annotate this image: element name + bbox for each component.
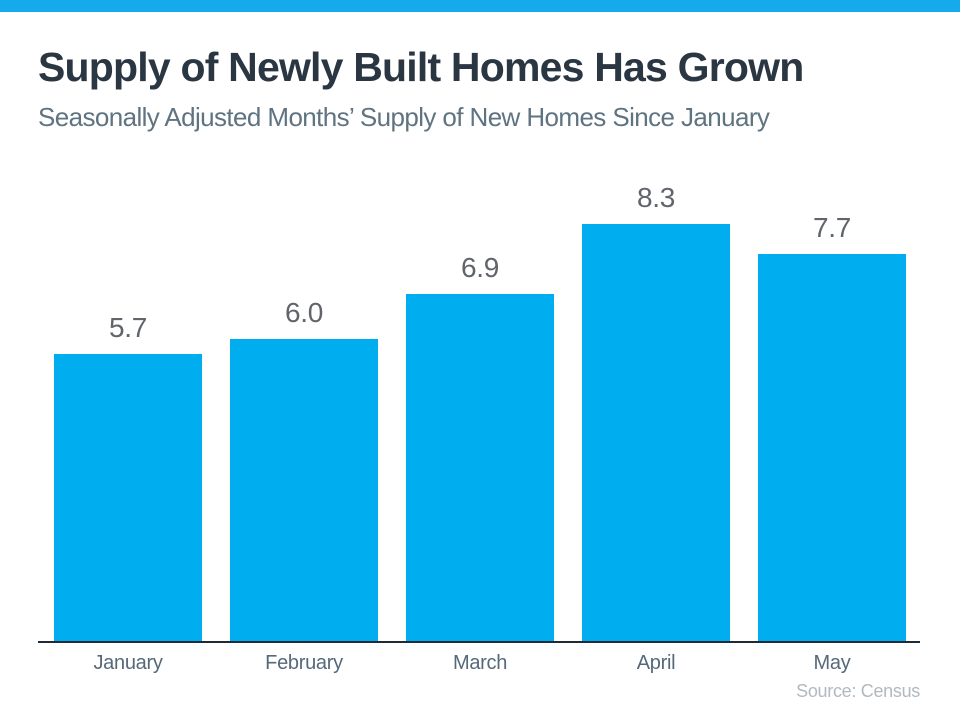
- x-axis-line: [38, 640, 920, 643]
- chart-subtitle: Seasonally Adjusted Months’ Supply of Ne…: [38, 102, 770, 132]
- bar-january: [54, 354, 202, 641]
- bar-value-label-may: 7.7: [812, 211, 852, 243]
- bar-column-may: 7.7 May: [758, 140, 906, 674]
- x-axis-tick-label-may: May: [813, 652, 851, 674]
- chart-title: Supply of Newly Built Homes Has Grown: [38, 44, 804, 90]
- bar-column-april: 8.3 April: [582, 140, 730, 674]
- x-axis-tick-label-april: April: [636, 652, 676, 674]
- bar-value-label-february: 6.0: [284, 297, 324, 329]
- source-credit: Source: Census: [796, 681, 920, 701]
- x-axis-tick-label-march: March: [452, 652, 508, 674]
- bar-column-march: 6.9 March: [406, 140, 554, 674]
- bar-value-label-march: 6.9: [460, 251, 500, 283]
- top-accent-bar: [0, 0, 960, 12]
- x-axis-tick-label-february: February: [265, 652, 343, 674]
- bar-chart: 5.7 January 6.0 February 6.9 March 8.3 April 7.7…: [38, 140, 920, 674]
- bar-february: [230, 339, 378, 641]
- bar-may: [758, 253, 906, 641]
- bar-march: [406, 293, 554, 641]
- bar-value-label-april: 8.3: [636, 181, 676, 213]
- bar-column-february: 6.0 February: [230, 140, 378, 674]
- bar-value-label-january: 5.7: [108, 312, 148, 344]
- bar-column-january: 5.7 January: [54, 140, 202, 674]
- bar-april: [582, 223, 730, 641]
- x-axis-tick-label-january: January: [93, 652, 163, 674]
